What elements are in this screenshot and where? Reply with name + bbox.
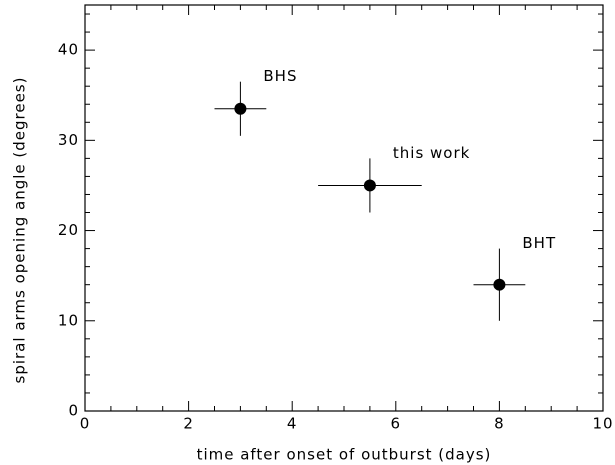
plot-frame <box>84 4 604 412</box>
data-point <box>234 102 247 115</box>
y-tick-label: 40 <box>58 41 79 59</box>
point-label: BHT <box>522 234 556 252</box>
y-tick-label: 10 <box>58 311 79 329</box>
y-tick-label: 0 <box>68 402 79 420</box>
x-tick-label: 6 <box>391 415 402 433</box>
data-point <box>363 179 376 192</box>
y-tick-label: 30 <box>58 131 79 149</box>
point-label: this work <box>393 144 470 162</box>
x-tick-label: 10 <box>592 415 613 433</box>
x-tick-label: 4 <box>287 415 298 433</box>
y-axis-label: spiral arms opening angle (degrees) <box>11 77 29 384</box>
x-axis-label: time after onset of outburst (days) <box>197 446 492 464</box>
x-tick-label: 8 <box>494 415 505 433</box>
point-label: BHS <box>263 67 297 85</box>
data-point <box>493 278 506 291</box>
y-tick-label: 20 <box>58 221 79 239</box>
x-tick-label: 2 <box>183 415 194 433</box>
x-tick-label: 0 <box>80 415 91 433</box>
